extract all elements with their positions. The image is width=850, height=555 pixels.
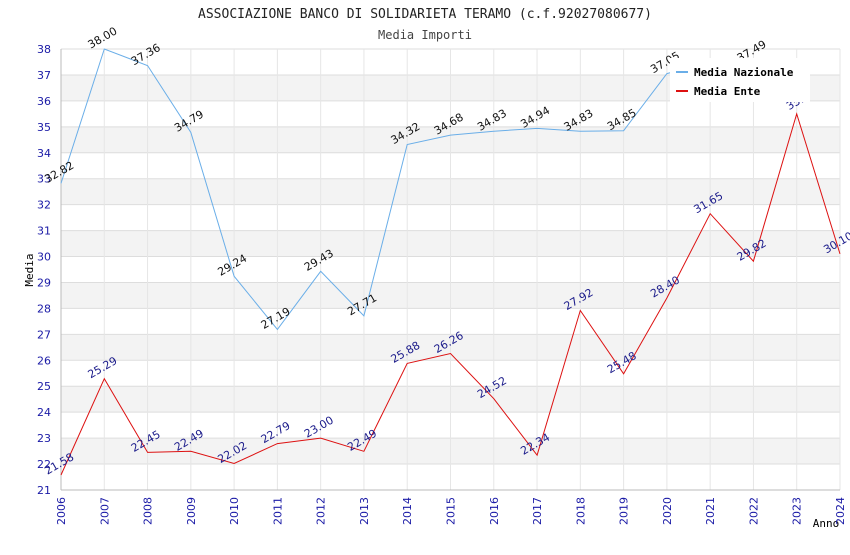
y-tick-label: 27 (37, 328, 51, 341)
x-tick-label: 2010 (228, 497, 241, 525)
x-tick-labels: 2006 2007 2008 2009 2010 2011 2012 2013 2014 2015… (55, 497, 847, 525)
y-tick-label: 30 (37, 251, 51, 264)
y-tick-label: 38 (37, 43, 51, 56)
data-label: 21.58 (42, 450, 76, 477)
y-tick-label: 21 (37, 484, 51, 497)
x-tick-label: 2016 (488, 497, 501, 525)
x-tick-label: 2013 (358, 497, 371, 525)
x-tick-label: 2008 (142, 497, 155, 525)
y-tick-label: 26 (37, 354, 51, 367)
data-label: 37.36 (129, 41, 163, 68)
x-tick-label: 2022 (747, 497, 760, 525)
x-tick-label: 2019 (618, 497, 631, 525)
y-axis-label: Media (23, 253, 36, 286)
series-line-media-ente (60, 112, 841, 476)
y-tick-label: 36 (37, 95, 51, 108)
legend: Media Nazionale Media Ente (670, 58, 810, 102)
x-tick-label: 2009 (185, 497, 198, 525)
y-tick-labels: 21 22 23 24 25 26 27 28 29 30 31 32 33 34 35 36 37 38 (37, 43, 51, 497)
y-tick-label: 23 (37, 432, 51, 445)
x-tick-label: 2024 (834, 497, 847, 525)
chart-title: ASSOCIAZIONE BANCO DI SOLIDARIETA TERAMO… (198, 7, 652, 22)
x-axis-label: Anno (813, 517, 840, 530)
y-tick-label: 25 (37, 380, 51, 393)
x-tick-label: 2006 (55, 497, 68, 525)
x-tick-label: 2015 (445, 497, 458, 525)
chart-subtitle: Media Importi (378, 28, 472, 42)
x-tick-label: 2021 (704, 497, 717, 525)
y-tick-label: 33 (37, 173, 51, 186)
data-label: 23.00 (302, 414, 336, 441)
y-tick-label: 34 (37, 147, 51, 160)
x-tick-label: 2018 (574, 497, 587, 525)
x-tick-label: 2011 (271, 497, 284, 525)
y-tick-label: 31 (37, 225, 51, 238)
legend-entry: Media Ente (694, 85, 761, 98)
x-tick-label: 2012 (315, 497, 328, 525)
y-tick-label: 29 (37, 276, 51, 289)
y-tick-label: 32 (37, 199, 51, 212)
x-tick-label: 2017 (531, 497, 544, 525)
y-tick-label: 37 (37, 69, 51, 82)
y-tick-label: 22 (37, 458, 51, 471)
y-tick-label: 24 (37, 406, 51, 419)
data-label: 38.00 (86, 24, 120, 51)
x-tick-label: 2023 (791, 497, 804, 525)
y-tick-label: 35 (37, 121, 51, 134)
y-tick-label: 28 (37, 302, 51, 315)
legend-entry: Media Nazionale (694, 66, 794, 79)
x-tick-label: 2007 (98, 497, 111, 525)
legend-box (670, 58, 810, 102)
x-tick-label: 2020 (661, 497, 674, 525)
x-tick-label: 2014 (401, 497, 414, 525)
